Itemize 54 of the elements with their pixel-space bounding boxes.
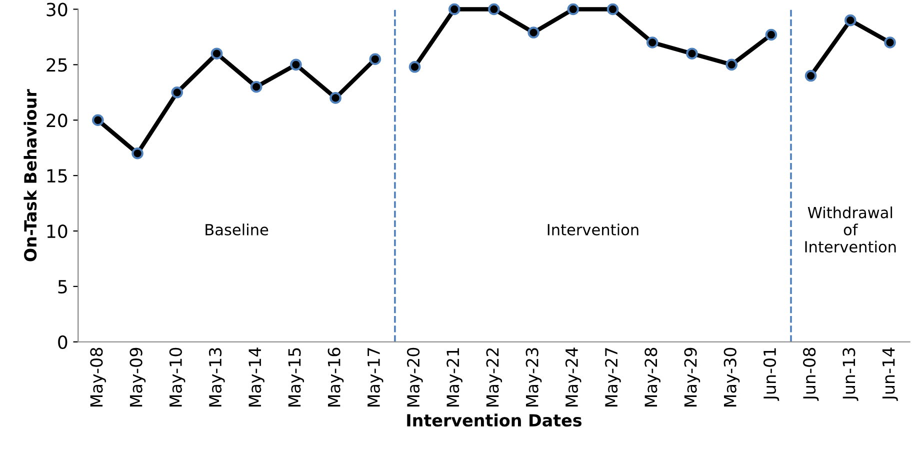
x-tick-label: Jun-01 bbox=[763, 348, 780, 401]
x-tick-label: May-27 bbox=[605, 348, 621, 406]
point bbox=[844, 14, 856, 26]
point bbox=[606, 3, 619, 16]
x-tick-label: Jun-08 bbox=[803, 348, 819, 401]
x-tick-label: May-24 bbox=[565, 348, 582, 406]
point bbox=[726, 58, 738, 71]
point bbox=[369, 53, 382, 66]
point bbox=[884, 36, 896, 48]
y-axis-title: On-Task Behaviour bbox=[24, 89, 37, 262]
point bbox=[765, 28, 778, 41]
x-tick-label: May-17 bbox=[368, 348, 384, 406]
x-tick-label: May-09 bbox=[130, 348, 146, 406]
x-tick-label: May-22 bbox=[486, 348, 502, 406]
point bbox=[804, 70, 817, 82]
x-tick-label: May-13 bbox=[208, 348, 225, 406]
point bbox=[567, 3, 580, 16]
x-axis-title: Intervention Dates bbox=[407, 414, 582, 427]
point bbox=[250, 80, 262, 93]
x-tick-label: May-16 bbox=[328, 348, 344, 406]
x-tick-label: May-08 bbox=[90, 348, 106, 406]
x-tick-label: May-14 bbox=[248, 348, 264, 406]
x-tick-label: May-15 bbox=[288, 348, 304, 406]
annotation: Intervention bbox=[548, 224, 638, 236]
point bbox=[686, 48, 698, 60]
x-tick-label: May-29 bbox=[684, 348, 700, 406]
annotation: Baseline bbox=[206, 224, 268, 236]
x-tick-label: May-10 bbox=[169, 348, 186, 406]
y-tick-label: 0 bbox=[58, 335, 68, 349]
point bbox=[646, 36, 658, 48]
x-tick-label: May-28 bbox=[644, 348, 660, 406]
point bbox=[528, 26, 540, 38]
point bbox=[92, 114, 104, 126]
annotation: Withdrawal of Intervention bbox=[805, 206, 896, 253]
x-tick-label: Jun-13 bbox=[842, 348, 858, 401]
x-tick-label: May-23 bbox=[526, 348, 542, 406]
y-tick-label: 25 bbox=[46, 58, 67, 72]
y-tick-label: 10 bbox=[47, 224, 68, 238]
point bbox=[330, 92, 342, 104]
x-tick-label: May-21 bbox=[446, 348, 462, 406]
x-tick-label: May-20 bbox=[406, 348, 423, 406]
y-tick-label: 30 bbox=[46, 2, 68, 16]
y-tick-label: 5 bbox=[58, 280, 67, 294]
x-tick-label: May-30 bbox=[724, 348, 740, 406]
point bbox=[290, 58, 302, 71]
y-tick-label: 15 bbox=[47, 169, 67, 183]
point bbox=[408, 60, 421, 73]
point bbox=[448, 3, 460, 16]
point bbox=[488, 3, 500, 16]
point bbox=[171, 86, 184, 98]
x-tick-label: Jun-14 bbox=[882, 348, 898, 401]
point bbox=[210, 48, 223, 60]
y-tick-label: 20 bbox=[46, 114, 68, 128]
point bbox=[132, 147, 144, 160]
